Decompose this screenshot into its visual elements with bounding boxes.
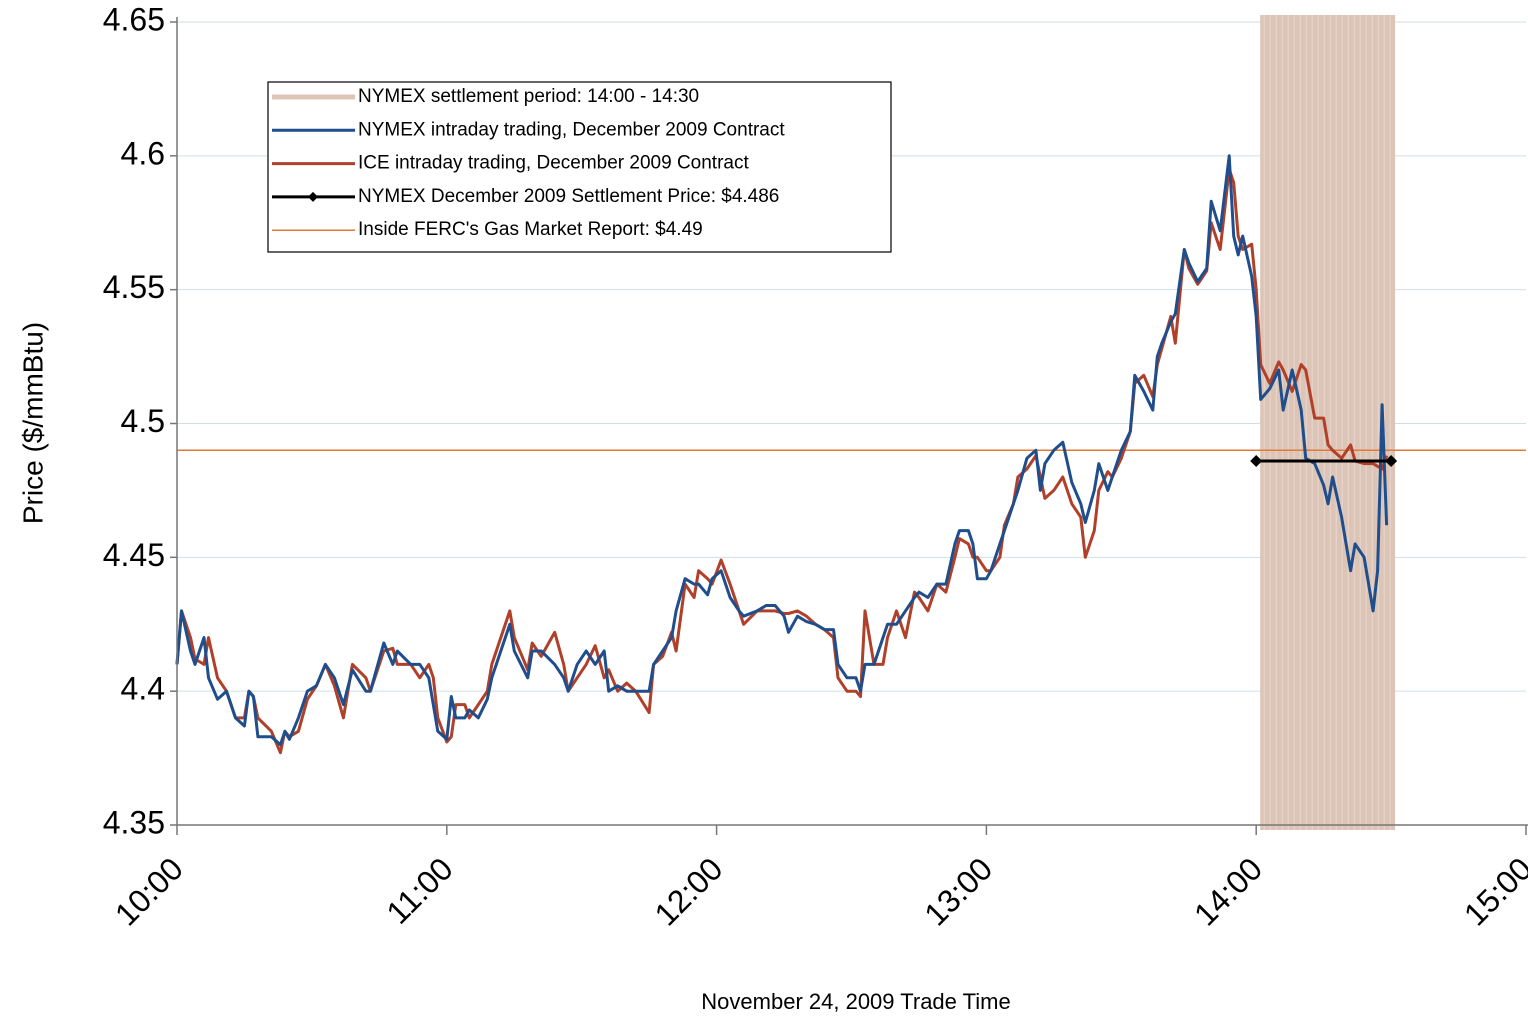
x-tick-label: 14:00 [1187,850,1269,932]
y-tick-label: 4.35 [103,804,165,840]
y-tick-label: 4.5 [121,403,165,439]
legend-label: NYMEX settlement period: 14:00 - 14:30 [358,86,699,107]
legend-label: ICE intraday trading, December 2009 Cont… [358,153,749,174]
price-line [175,167,1389,755]
y-tick-label: 4.45 [103,537,165,573]
x-tick-label: 13:00 [917,850,999,932]
legend-label: NYMEX intraday trading, December 2009 Co… [358,119,785,140]
y-tick-label: 4.4 [121,671,165,707]
x-tick-label: 10:00 [108,850,190,932]
x-axis-title: November 24, 2009 Trade Time [701,989,1010,1014]
settlement-marker [1385,454,1398,467]
y-tick-label: 4.6 [121,135,165,171]
settlement-marker [1250,454,1263,467]
x-tick-label: 11:00 [379,850,459,930]
settlement-band [1260,15,1396,830]
price-line [175,154,1389,747]
x-tick-label: 12:00 [647,850,729,932]
y-tick-label: 4.65 [103,1,165,37]
legend-label: Inside FERC's Gas Market Report: $4.49 [358,219,703,240]
legend-label: NYMEX December 2009 Settlement Price: $4… [358,186,779,207]
legend: NYMEX settlement period: 14:00 - 14:30 NY… [267,81,892,253]
y-tick-label: 4.55 [103,269,165,305]
legend-box [267,81,892,253]
y-axis-title: Price ($/mmBtu) [17,322,48,524]
legend-marker [308,191,318,202]
x-tick-label: 15:00 [1457,850,1528,932]
